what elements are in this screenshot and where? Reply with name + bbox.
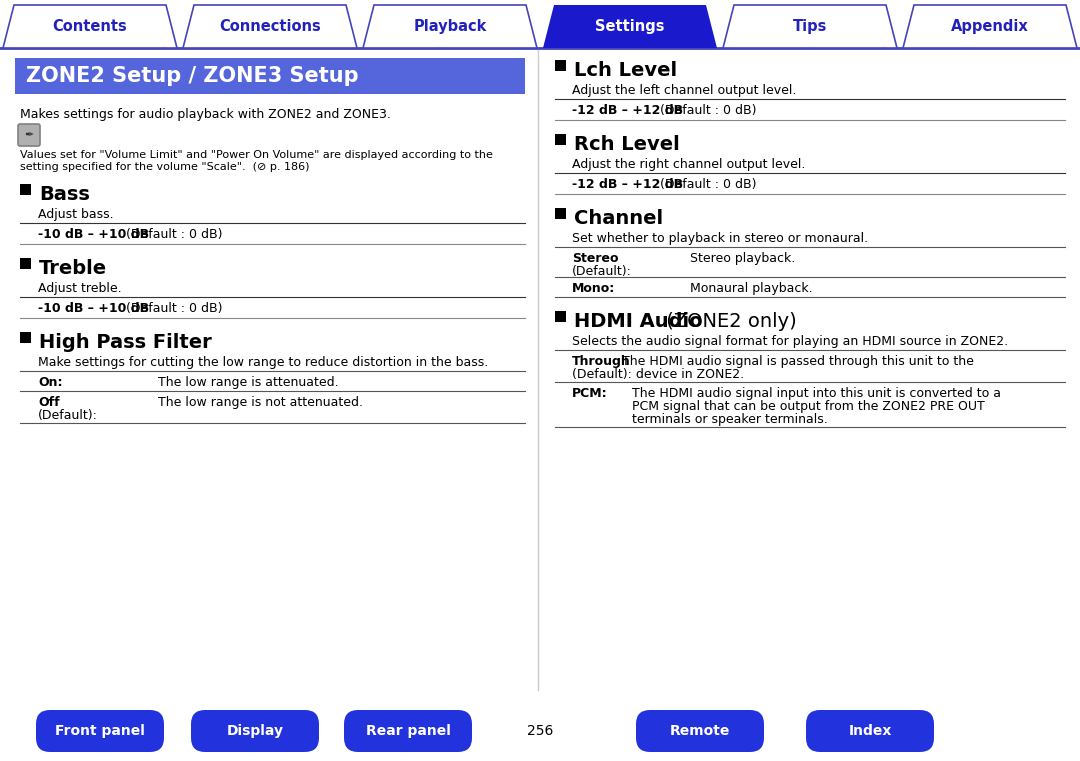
Bar xyxy=(555,60,566,71)
Text: Through: Through xyxy=(572,355,631,368)
Text: Channel: Channel xyxy=(573,209,663,228)
Text: The low range is attenuated.: The low range is attenuated. xyxy=(158,376,339,389)
Text: Bass: Bass xyxy=(39,185,90,204)
FancyBboxPatch shape xyxy=(636,710,764,752)
Text: PCM:: PCM: xyxy=(572,387,608,400)
Text: 256: 256 xyxy=(527,724,553,738)
Text: Playback: Playback xyxy=(414,19,487,34)
Text: terminals or speaker terminals.: terminals or speaker terminals. xyxy=(632,413,827,426)
Text: Front panel: Front panel xyxy=(55,724,145,738)
Bar xyxy=(21,332,31,343)
Text: -10 dB – +10 dB: -10 dB – +10 dB xyxy=(38,302,149,315)
Polygon shape xyxy=(903,5,1077,48)
Text: High Pass Filter: High Pass Filter xyxy=(39,333,212,352)
FancyBboxPatch shape xyxy=(36,710,164,752)
Text: Display: Display xyxy=(227,724,283,738)
Text: Index: Index xyxy=(848,724,892,738)
Text: The low range is not attenuated.: The low range is not attenuated. xyxy=(158,396,363,409)
Text: Settings: Settings xyxy=(595,19,665,34)
Text: (Default : 0 dB): (Default : 0 dB) xyxy=(122,228,222,241)
Text: The HDMI audio signal is passed through this unit to the: The HDMI audio signal is passed through … xyxy=(618,355,973,368)
Text: Tips: Tips xyxy=(793,19,827,34)
Bar xyxy=(555,208,566,219)
Text: Makes settings for audio playback with ZONE2 and ZONE3.: Makes settings for audio playback with Z… xyxy=(21,108,391,121)
Text: Stereo playback.: Stereo playback. xyxy=(690,252,795,265)
FancyBboxPatch shape xyxy=(18,124,40,146)
Text: Connections: Connections xyxy=(219,19,321,34)
Text: -12 dB – +12 dB: -12 dB – +12 dB xyxy=(572,104,684,117)
Text: Values set for "Volume Limit" and "Power On Volume" are displayed according to t: Values set for "Volume Limit" and "Power… xyxy=(21,150,492,160)
Polygon shape xyxy=(3,5,177,48)
Text: Adjust treble.: Adjust treble. xyxy=(38,282,122,295)
Text: setting specified for the volume "Scale".  (⊘ p. 186): setting specified for the volume "Scale"… xyxy=(21,162,310,172)
Text: Treble: Treble xyxy=(39,259,107,278)
Text: -10 dB – +10 dB: -10 dB – +10 dB xyxy=(38,228,149,241)
Text: Mono:: Mono: xyxy=(572,282,616,295)
Text: Rear panel: Rear panel xyxy=(365,724,450,738)
Text: Monaural playback.: Monaural playback. xyxy=(690,282,812,295)
Text: Appendix: Appendix xyxy=(951,19,1029,34)
Text: ZONE2 Setup / ZONE3 Setup: ZONE2 Setup / ZONE3 Setup xyxy=(26,66,359,86)
FancyBboxPatch shape xyxy=(345,710,472,752)
FancyBboxPatch shape xyxy=(191,710,319,752)
Text: Remote: Remote xyxy=(670,724,730,738)
Bar xyxy=(21,184,31,195)
Polygon shape xyxy=(723,5,897,48)
Bar xyxy=(555,311,566,322)
Text: Off: Off xyxy=(38,396,59,409)
Text: (Default : 0 dB): (Default : 0 dB) xyxy=(656,178,756,191)
Text: Contents: Contents xyxy=(53,19,127,34)
Text: (Default): device in ZONE2.: (Default): device in ZONE2. xyxy=(572,368,744,381)
Text: Adjust bass.: Adjust bass. xyxy=(38,208,113,221)
Text: Lch Level: Lch Level xyxy=(573,61,677,80)
Text: -12 dB – +12 dB: -12 dB – +12 dB xyxy=(572,178,684,191)
Text: On:: On: xyxy=(38,376,63,389)
Text: ✒: ✒ xyxy=(25,130,33,140)
Text: Adjust the right channel output level.: Adjust the right channel output level. xyxy=(572,158,806,171)
Polygon shape xyxy=(363,5,537,48)
Polygon shape xyxy=(183,5,357,48)
Bar xyxy=(15,58,525,94)
Bar xyxy=(21,258,31,269)
Text: (ZONE2 only): (ZONE2 only) xyxy=(660,312,797,331)
Text: (Default : 0 dB): (Default : 0 dB) xyxy=(656,104,756,117)
Text: Rch Level: Rch Level xyxy=(573,135,679,154)
Text: Selects the audio signal format for playing an HDMI source in ZONE2.: Selects the audio signal format for play… xyxy=(572,335,1008,348)
Text: (Default):: (Default): xyxy=(38,409,98,422)
Polygon shape xyxy=(543,5,717,48)
Text: The HDMI audio signal input into this unit is converted to a: The HDMI audio signal input into this un… xyxy=(632,387,1001,400)
Text: Set whether to playback in stereo or monaural.: Set whether to playback in stereo or mon… xyxy=(572,232,868,245)
Text: Adjust the left channel output level.: Adjust the left channel output level. xyxy=(572,84,796,97)
Bar xyxy=(555,134,566,145)
Text: PCM signal that can be output from the ZONE2 PRE OUT: PCM signal that can be output from the Z… xyxy=(632,400,985,413)
Text: (Default : 0 dB): (Default : 0 dB) xyxy=(122,302,222,315)
Text: HDMI Audio: HDMI Audio xyxy=(573,312,703,331)
Text: Stereo: Stereo xyxy=(572,252,619,265)
Text: (Default):: (Default): xyxy=(572,265,632,278)
FancyBboxPatch shape xyxy=(806,710,934,752)
Text: Make settings for cutting the low range to reduce distortion in the bass.: Make settings for cutting the low range … xyxy=(38,356,488,369)
